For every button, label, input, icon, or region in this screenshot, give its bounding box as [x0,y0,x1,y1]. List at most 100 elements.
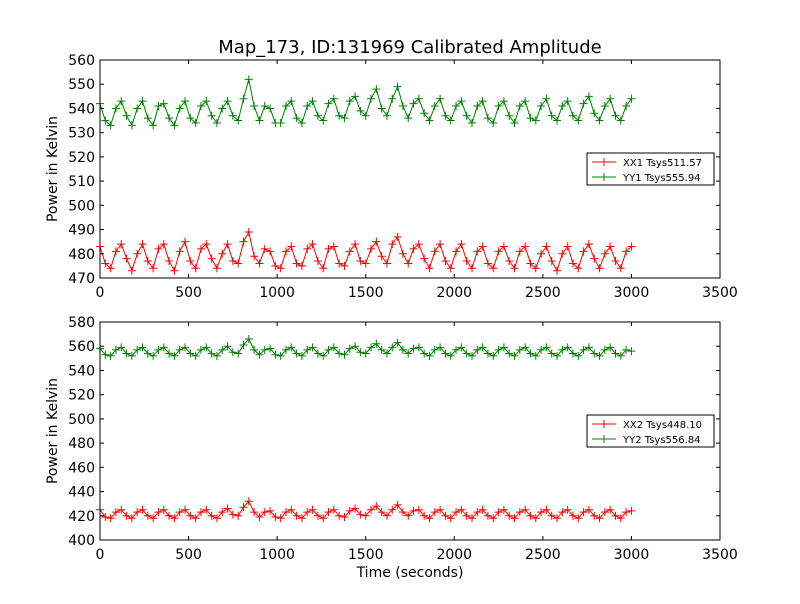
chart-title: Map_173, ID:131969 Calibrated Amplitude [218,37,601,58]
data-point [489,118,498,127]
data-point [101,259,110,268]
data-point [239,94,248,103]
data-point [239,237,248,246]
data-point [590,511,599,520]
data-point [494,345,503,354]
data-point [515,345,524,354]
y-axis-label: Power in Kelvin [45,116,61,222]
data-point [361,259,370,268]
data-point [117,240,126,249]
data-point [133,508,142,517]
data-point [409,99,418,108]
data-point [175,345,184,354]
data-point [159,240,168,249]
data-point [313,257,322,266]
data-point [483,349,492,358]
data-point [393,232,402,241]
data-point [345,344,354,353]
data-point [239,503,248,512]
data-point [335,349,344,358]
data-point [356,106,365,115]
data-point [377,345,386,354]
data-point [154,345,163,354]
data-point [181,343,190,352]
data-point [154,508,163,517]
data-point [282,345,290,354]
data-point [483,259,492,268]
data-point [574,514,583,523]
data-point [313,511,322,520]
data-point [446,116,455,125]
data-point [143,257,152,266]
data-point [165,257,174,266]
data-point [202,343,211,352]
data-point [510,514,519,523]
data-point [335,511,344,520]
data-point [452,345,461,354]
data-point [250,252,259,261]
data-point [260,102,269,111]
data-point [409,344,418,353]
series-1-1 [96,334,636,360]
data-point [568,259,577,268]
data-point [308,97,317,106]
top-panel: 0 500 1000 1500 2000 2500 3000 3500 470 480 490 500… [45,53,738,301]
x-tick-label: 2500 [525,285,561,301]
data-point [425,264,434,273]
data-point [319,116,328,125]
data-point [436,94,445,103]
data-point [111,104,120,113]
data-point [510,264,519,273]
data-point [382,259,391,268]
y-tick-label: 440 [68,485,95,501]
data-point [106,514,115,523]
data-point [547,257,556,266]
data-point [446,264,455,273]
data-point [250,508,259,517]
data-point [271,261,280,270]
data-point [489,351,498,360]
data-point [420,254,429,263]
data-point [351,342,360,351]
data-point [228,510,237,519]
data-point [468,514,476,523]
y-tick-label: 550 [68,77,95,93]
data-point [473,102,482,111]
data-point [282,102,290,111]
data-point [175,247,184,256]
data-point [441,257,450,266]
data-point [404,349,413,358]
data-point [276,351,285,360]
data-point [143,349,152,358]
data-point [499,505,508,514]
data-point [404,114,413,123]
data-point [212,351,221,360]
data-point [393,82,402,91]
data-point [282,508,290,517]
data-point [531,351,540,360]
data-point [303,244,312,253]
data-point [127,514,136,523]
data-point [345,506,354,515]
data-point [537,249,546,258]
data-point [489,264,498,273]
data-point [271,512,280,521]
data-point [111,508,120,517]
data-point [457,97,466,106]
legend-label: XX1 Tsys511.57 [623,158,702,169]
data-point [106,351,115,360]
data-point [616,116,625,125]
data-point [457,343,466,352]
data-point [303,508,312,517]
data-point [372,502,381,511]
legend-box [586,414,715,448]
bottom-panel: 0 500 1000 1500 2000 2500 3000 3500 400 420 440 460… [45,315,738,581]
data-point [494,247,503,256]
y-tick-label: 540 [68,363,95,379]
data-point [542,242,551,251]
data-point [186,349,195,358]
data-point [468,351,476,360]
data-point [627,347,636,356]
y-tick-label: 560 [68,339,95,355]
